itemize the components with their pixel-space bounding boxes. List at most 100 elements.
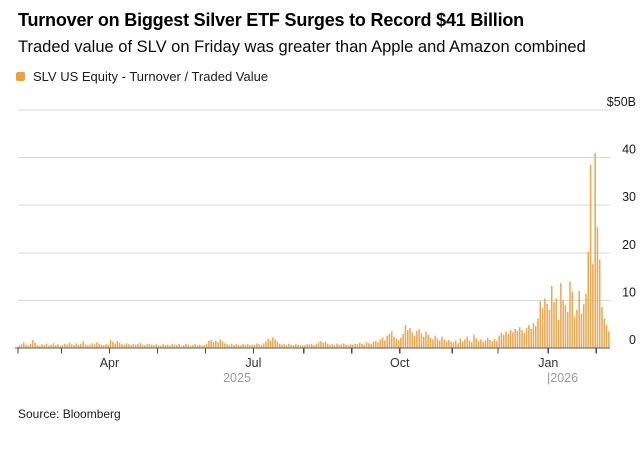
turnover-bar [198,344,201,348]
turnover-bar [400,337,402,348]
turnover-bar [139,342,142,348]
turnover-bar [178,344,180,348]
turnover-bar [406,329,409,348]
turnover-bar [438,340,441,348]
turnover-bar [116,340,119,348]
turnover-bar [395,338,398,348]
turnover-bar [484,340,487,348]
turnover-bar [534,325,537,348]
turnover-bar [562,300,564,348]
turnover-bar [514,328,516,348]
legend-label: SLV US Equity - Turnover / Traded Value [33,68,269,84]
turnover-bar [57,344,59,348]
turnover-bar [352,344,354,348]
y-axis-label: 10 [622,285,636,299]
turnover-bar [132,343,135,348]
turnover-bar [365,342,368,348]
turnover-bar [393,336,395,348]
turnover-bar [164,345,167,348]
turnover-bar [594,152,596,348]
turnover-bar [306,344,308,348]
turnover-bar [555,298,558,348]
turnover-bar [278,343,281,348]
turnover-bar [301,345,304,348]
turnover-bar [148,343,151,348]
turnover-bar [251,344,254,348]
year-label: 2025 [223,371,251,385]
turnover-bar [214,340,217,348]
turnover-bar [402,333,404,348]
turnover-bar [267,338,270,348]
turnover-bar [454,340,457,348]
turnover-bar [294,344,297,348]
turnover-bar [162,344,164,348]
turnover-bar [521,329,523,348]
turnover-bar [459,338,462,348]
turnover-bar [482,341,484,348]
turnover-bar [50,344,52,348]
y-axis-label: 20 [622,238,636,252]
turnover-bar [422,336,425,348]
turnover-bar [41,344,43,348]
turnover-bar [512,332,514,348]
turnover-bar [539,301,542,348]
turnover-bar [571,291,574,348]
turnover-bar [59,345,62,348]
turnover-bar [443,339,446,348]
turnover-bar [409,327,411,348]
turnover-bar [29,343,32,348]
turnover-bar [276,341,279,348]
turnover-bar [530,328,532,348]
turnover-bar [553,302,555,348]
turnover-bar [475,338,478,348]
turnover-bar [384,340,386,348]
turnover-bar [473,334,475,348]
turnover-bar [416,330,418,348]
turnover-bar [292,345,295,348]
turnover-bar [338,344,340,348]
turnover-bar [544,298,546,348]
turnover-bar [342,343,345,348]
turnover-bar [228,344,231,348]
turnover-bar [64,343,66,348]
turnover-bar [592,264,594,348]
turnover-bar [36,345,39,348]
turnover-bar [466,336,468,348]
turnover-bar [43,345,46,348]
turnover-bar [27,345,30,348]
turnover-bar [404,325,407,348]
turnover-bar [45,343,48,348]
turnover-bar [109,339,112,348]
turnover-bar [187,344,190,348]
turnover-bar [80,343,82,348]
turnover-bar [283,344,286,348]
turnover-bar [38,345,41,348]
turnover-bar [601,306,603,348]
turnover-bar [441,336,443,348]
turnover-bar [450,341,452,348]
turnover-bar [290,344,292,348]
turnover-bar [134,344,137,348]
turnover-bar [598,259,601,348]
y-axis-label: 30 [622,190,636,204]
turnover-bar [137,344,139,348]
turnover-bar [118,342,121,348]
y-axis-top-label: $50B [607,95,636,109]
turnover-bar [500,332,503,348]
turnover-bar [160,345,162,348]
turnover-bar [363,344,366,348]
turnover-bar [486,337,489,348]
turnover-bar [388,333,391,348]
turnover-bar [349,344,352,348]
turnover-bar [22,342,25,348]
chart-title: Turnover on Biggest Silver ETF Surges to… [18,10,524,30]
turnover-bar [61,345,64,348]
turnover-bar [185,343,187,348]
turnover-bar [528,325,530,348]
turnover-bar [201,345,203,348]
turnover-bar [235,344,238,348]
turnover-bar [502,334,505,348]
turnover-bar [340,344,343,348]
turnover-bar [274,339,276,348]
turnover-bar [569,281,571,348]
